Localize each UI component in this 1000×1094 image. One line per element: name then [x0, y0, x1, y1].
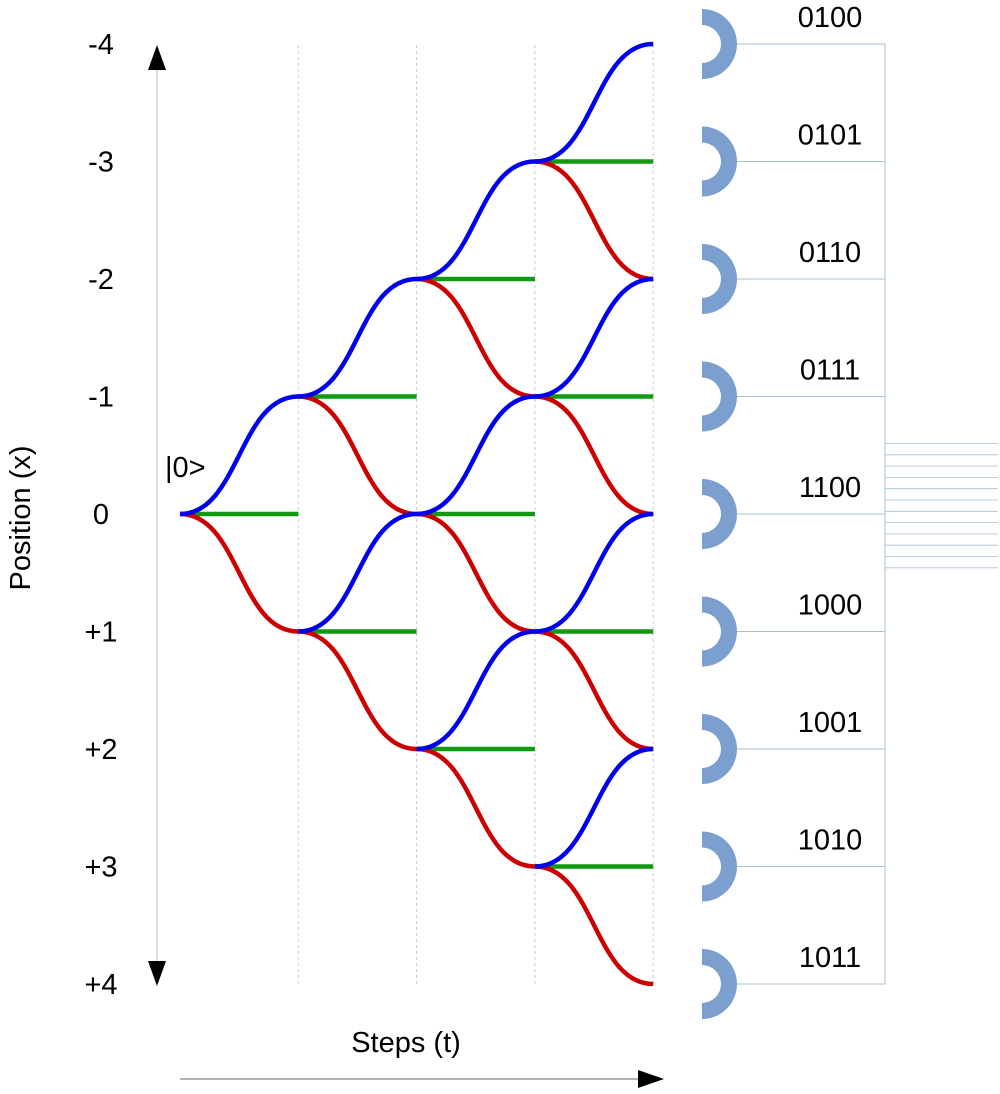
detector-1011: 1011	[702, 942, 861, 1019]
right-move-path	[416, 511, 536, 634]
right-move-path	[534, 864, 654, 987]
left-move-path	[298, 276, 417, 399]
detector-label: 1000	[798, 590, 863, 622]
detector-0110: 0110	[702, 237, 861, 314]
y-tick-label: -4	[88, 29, 114, 61]
detector-label: 0110	[799, 237, 861, 269]
right-move-path	[534, 629, 654, 752]
y-axis: Position (x) -4 -3 -2 -1 0 +1 +2 +3 +4	[5, 29, 166, 1001]
left-move-path	[298, 511, 417, 634]
right-moving-paths	[179, 159, 654, 987]
left-move-path	[416, 394, 536, 517]
y-tick-label: +1	[84, 617, 117, 649]
right-move-path	[416, 276, 536, 399]
y-axis-label: Position (x)	[5, 445, 37, 590]
y-axis-arrow-up	[148, 45, 166, 70]
detectors: 0100 0101 0110 0111 1100 1000 1001 1010 1011	[702, 2, 862, 1019]
x-axis-label: Steps (t)	[351, 1027, 461, 1059]
x-axis: Steps (t)	[180, 1027, 664, 1088]
detector-0100: 0100	[702, 2, 862, 79]
left-move-path	[534, 276, 654, 399]
right-move-path	[179, 511, 299, 634]
readout-wiring	[722, 43, 998, 985]
right-move-path	[534, 159, 654, 282]
detector-icon	[702, 9, 737, 79]
detector-1010: 1010	[702, 825, 862, 902]
detector-label: 0100	[798, 2, 863, 34]
y-tick-label: +3	[84, 852, 117, 884]
detector-icon	[702, 714, 737, 784]
detector-label: 1001	[798, 707, 863, 739]
detector-label: 1011	[799, 942, 861, 974]
right-move-path	[416, 746, 536, 869]
right-move-path	[534, 394, 654, 517]
y-tick-label: -2	[88, 264, 114, 296]
coin-links	[180, 159, 654, 869]
detector-1001: 1001	[702, 707, 862, 784]
detector-label: 1100	[799, 472, 861, 504]
right-move-path	[298, 394, 417, 517]
detector-1100: 1100	[702, 472, 861, 549]
detector-0111: 0111	[702, 355, 860, 432]
left-move-path	[416, 629, 536, 752]
detector-label: 1010	[798, 825, 863, 857]
y-tick-label: 0	[93, 499, 109, 531]
y-tick-label: +2	[84, 734, 117, 766]
left-move-path	[534, 511, 654, 634]
left-moving-paths	[179, 41, 654, 869]
detector-icon	[702, 361, 737, 432]
y-tick-label: -1	[88, 382, 114, 414]
y-tick-label: -3	[88, 147, 114, 179]
initial-state-label: |0>	[165, 452, 206, 484]
y-tick-label: +4	[84, 969, 117, 1001]
left-move-path	[179, 394, 299, 517]
y-axis-arrow-down	[148, 961, 166, 986]
detector-icon	[702, 479, 737, 549]
detector-1000: 1000	[702, 590, 862, 667]
left-move-path	[416, 159, 536, 282]
detector-icon	[702, 949, 737, 1019]
y-axis-ticks: -4 -3 -2 -1 0 +1 +2 +3 +4	[84, 29, 117, 1001]
detector-icon	[702, 126, 737, 197]
detector-icon	[702, 244, 737, 314]
detector-icon	[702, 596, 737, 667]
detector-icon	[702, 831, 737, 902]
detector-label: 0111	[800, 355, 860, 387]
right-move-path	[298, 629, 417, 752]
left-move-path	[534, 41, 654, 164]
left-move-path	[534, 746, 654, 869]
detector-label: 0101	[798, 120, 863, 152]
x-axis-arrow	[638, 1070, 664, 1088]
detector-0101: 0101	[702, 120, 862, 197]
